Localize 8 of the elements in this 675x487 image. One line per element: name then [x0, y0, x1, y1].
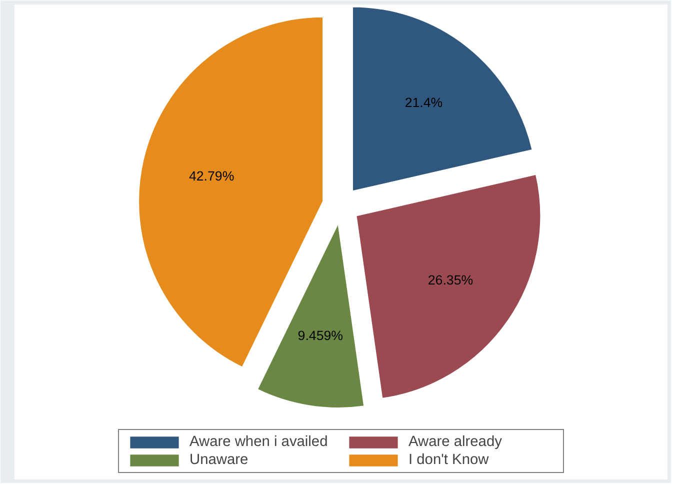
legend-label: Aware when i availed [190, 434, 329, 450]
data-label: 42.79% [188, 168, 234, 184]
legend-label: Aware already [408, 434, 503, 450]
data-label: 21.4% [404, 95, 443, 110]
legend-label: I don't Know [408, 452, 490, 468]
data-label: 26.35% [428, 272, 474, 288]
data-label: 9.459% [298, 328, 344, 343]
legend-label: Unaware [190, 452, 250, 468]
